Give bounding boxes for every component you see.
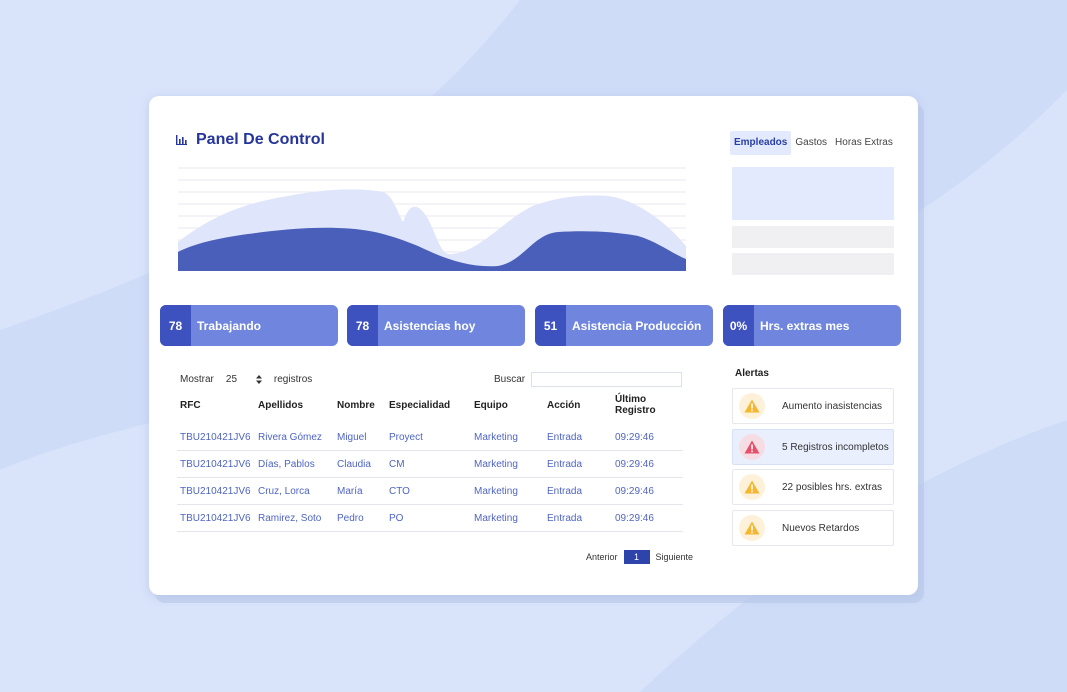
stat-value: 78 (347, 305, 378, 346)
chart-side-panel-tertiary (732, 253, 894, 275)
search-label: Buscar (494, 374, 526, 385)
cell-accion: Entrada (544, 450, 612, 478)
stat-value: 0% (723, 305, 754, 346)
pagination: Anterior 1 Siguiente (586, 550, 693, 564)
column-header-accion[interactable]: Acción (547, 399, 581, 411)
table-header-row: RFC Apellidos Nombre Especialidad Equipo… (177, 394, 683, 416)
column-header-especialidad[interactable]: Especialidad (389, 399, 451, 411)
warning-icon (739, 474, 765, 500)
cell-ultimo-registro: 09:29:46 (612, 416, 683, 451)
dashboard-card: Panel De Control Empleados Gastos Horas … (149, 96, 918, 595)
cell-equipo: Marketing (471, 450, 544, 478)
cell-ultimo-registro: 09:29:46 (612, 477, 683, 505)
cell-nombre: Pedro (334, 504, 386, 532)
column-header-apellidos[interactable]: Apellidos (258, 399, 304, 411)
alert-item[interactable]: Aumento inasistencias (732, 388, 894, 424)
stat-card-trabajando: 78 Trabajando (160, 305, 338, 346)
alert-item[interactable]: 5 Registros incompletos (732, 429, 894, 465)
stat-label: Trabajando (197, 318, 262, 333)
cell-apellidos: Rivera Gómez (255, 416, 334, 451)
cell-equipo: Marketing (471, 477, 544, 505)
alert-text: 22 posibles hrs. extras (782, 481, 883, 493)
chart-side-panel-secondary (732, 226, 894, 248)
cell-equipo: Marketing (471, 504, 544, 532)
alert-item[interactable]: 22 posibles hrs. extras (732, 469, 894, 505)
chart-tabs: Empleados Gastos Horas Extras (730, 131, 897, 155)
employees-table: RFC Apellidos Nombre Especialidad Equipo… (177, 394, 683, 532)
stat-label: Asistencia Producción (572, 318, 702, 333)
tab-empleados[interactable]: Empleados (730, 131, 792, 155)
stat-label: Hrs. extras mes (760, 318, 850, 333)
column-header-nombre[interactable]: Nombre (337, 399, 375, 411)
cell-accion: Entrada (544, 416, 612, 451)
cell-nombre: Miguel (334, 416, 386, 451)
cell-accion: Entrada (544, 504, 612, 532)
cell-nombre: María (334, 477, 386, 505)
show-label: Mostrar (180, 374, 214, 385)
cell-rfc: TBU210421JV6 (177, 477, 255, 505)
cell-ultimo-registro: 09:29:46 (612, 450, 683, 478)
stat-card-asistencia-produccion: 51 Asistencia Producción (535, 305, 713, 346)
prev-page-button[interactable]: Anterior (586, 552, 618, 562)
stat-value: 51 (535, 305, 566, 346)
table-row[interactable]: TBU210421JV6 Ramirez, Soto Pedro PO Mark… (177, 504, 683, 532)
cell-apellidos: Cruz, Lorca (255, 477, 334, 505)
chart-area-front (178, 227, 686, 271)
alert-item[interactable]: Nuevos Retardos (732, 510, 894, 546)
page-size-select[interactable]: 25 (222, 372, 266, 387)
page-button-current[interactable]: 1 (623, 550, 650, 564)
page-size-value: 25 (225, 374, 238, 385)
page-header: Panel De Control (176, 131, 325, 149)
stat-card-hrs-extras-mes: 0% Hrs. extras mes (723, 305, 901, 346)
stat-label: Asistencias hoy (384, 318, 476, 333)
cell-rfc: TBU210421JV6 (177, 416, 255, 451)
alert-text: 5 Registros incompletos (782, 441, 889, 453)
column-header-equipo[interactable]: Equipo (474, 399, 508, 411)
table-row[interactable]: TBU210421JV6 Cruz, Lorca María CTO Marke… (177, 477, 683, 505)
bar-chart-icon (176, 135, 187, 145)
stat-card-asistencias-hoy: 78 Asistencias hoy (347, 305, 525, 346)
area-chart (178, 167, 686, 271)
search-input[interactable] (531, 372, 683, 387)
sort-arrows-icon (255, 375, 262, 384)
cell-accion: Entrada (544, 477, 612, 505)
warning-icon (739, 393, 765, 419)
cell-apellidos: Ramirez, Soto (255, 504, 334, 532)
table-row[interactable]: TBU210421JV6 Días, Pablos Claudia CM Mar… (177, 450, 683, 478)
cell-rfc: TBU210421JV6 (177, 450, 255, 478)
cell-apellidos: Días, Pablos (255, 450, 334, 478)
cell-especialidad: Proyect (386, 416, 471, 451)
cell-especialidad: CTO (386, 477, 471, 505)
table-search: Buscar (494, 372, 683, 387)
tab-gastos[interactable]: Gastos (795, 137, 828, 148)
next-page-button[interactable]: Siguiente (655, 552, 694, 562)
alert-text: Aumento inasistencias (782, 400, 883, 412)
column-header-ultimo-registro[interactable]: Último Registro (615, 394, 656, 416)
cell-nombre: Claudia (334, 450, 386, 478)
chart-side-panel-primary (732, 167, 894, 220)
warning-icon (739, 515, 765, 541)
column-header-rfc[interactable]: RFC (180, 399, 201, 411)
alert-text: Nuevos Retardos (782, 522, 860, 534)
stat-value: 78 (160, 305, 191, 346)
cell-especialidad: CM (386, 450, 471, 478)
table-row[interactable]: TBU210421JV6 Rivera Gómez Miguel Proyect… (177, 416, 683, 451)
cell-rfc: TBU210421JV6 (177, 504, 255, 532)
cell-especialidad: PO (386, 504, 471, 532)
alerts-title: Alertas (735, 368, 769, 379)
cell-ultimo-registro: 09:29:46 (612, 504, 683, 532)
tab-horas-extras[interactable]: Horas Extras (835, 137, 893, 148)
table-length-control: Mostrar 25 registros (180, 372, 312, 387)
cell-equipo: Marketing (471, 416, 544, 451)
page-title: Panel De Control (196, 131, 325, 148)
warning-icon (739, 434, 765, 460)
records-label: registros (273, 374, 313, 385)
